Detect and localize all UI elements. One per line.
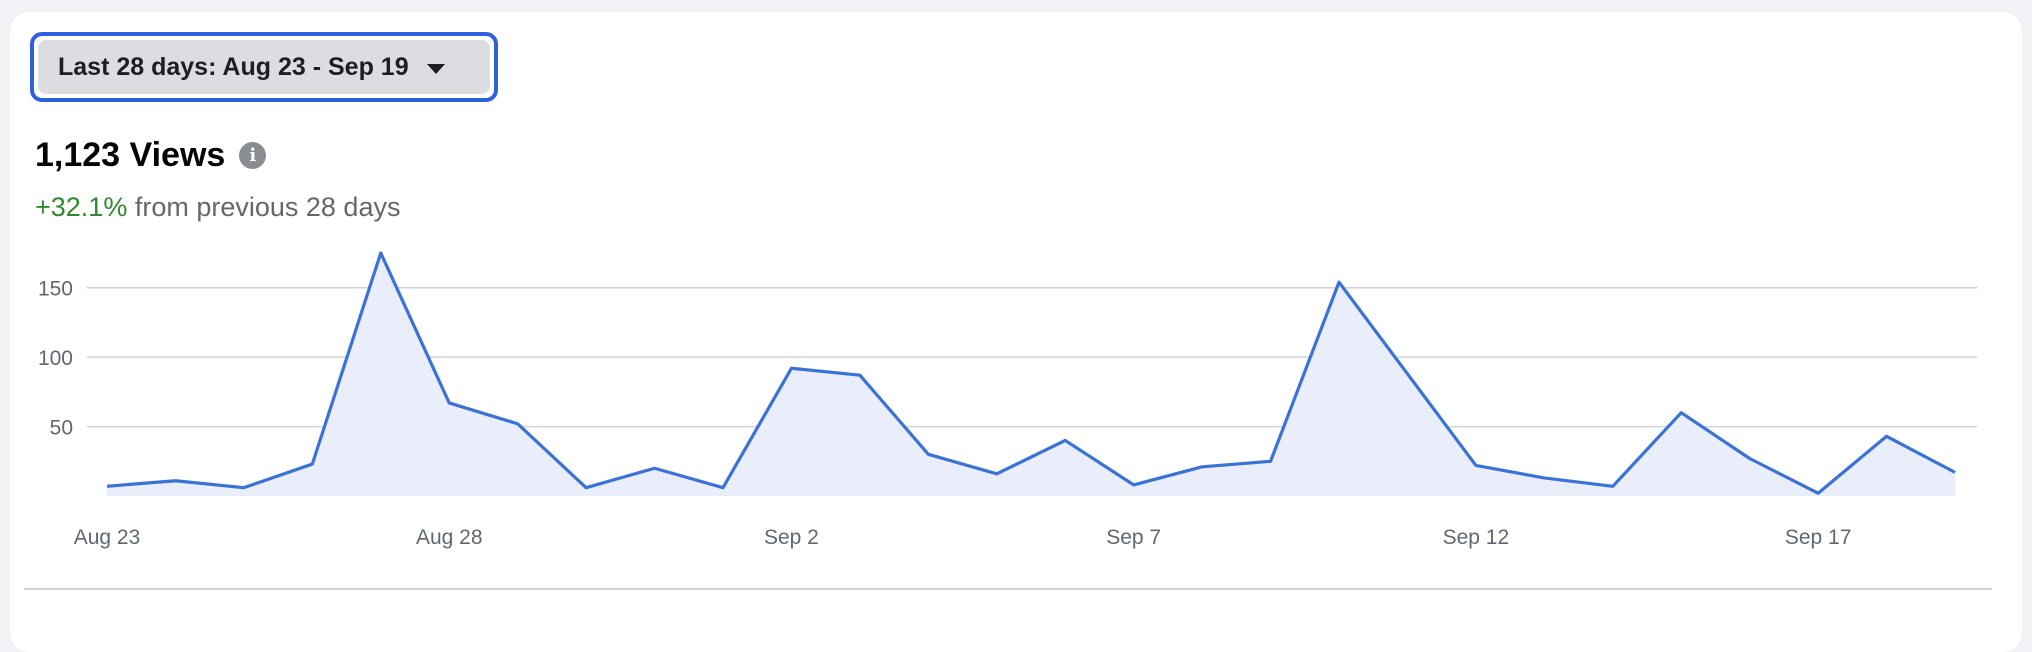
y-tick-label: 100: [38, 347, 73, 370]
y-tick-label: 50: [50, 417, 73, 440]
bottom-divider: [24, 588, 1992, 590]
data-point: [105, 484, 109, 488]
x-tick-label: Aug 28: [416, 526, 483, 549]
data-point: [516, 422, 520, 426]
data-point: [926, 452, 930, 456]
data-point: [653, 466, 657, 470]
data-point: [1611, 484, 1615, 488]
data-point: [789, 366, 793, 370]
area-fill: [107, 253, 1955, 496]
data-point: [858, 373, 862, 377]
data-point: [173, 479, 177, 483]
data-point: [1132, 483, 1136, 487]
x-tick-label: Sep 12: [1443, 526, 1510, 549]
data-point: [447, 401, 451, 405]
data-point: [1816, 491, 1820, 495]
data-point: [1200, 465, 1204, 469]
data-point: [1337, 280, 1341, 284]
x-tick-label: Sep 2: [764, 526, 819, 549]
data-point: [1953, 470, 1957, 474]
data-point: [1405, 372, 1409, 376]
x-tick-label: Aug 23: [74, 526, 141, 549]
data-point: [1748, 457, 1752, 461]
data-point: [310, 462, 314, 466]
data-point: [1542, 476, 1546, 480]
data-point: [1269, 459, 1273, 463]
data-point: [995, 472, 999, 476]
data-point: [1679, 411, 1683, 415]
data-point: [721, 486, 725, 490]
data-point: [379, 251, 383, 255]
data-point: [242, 486, 246, 490]
x-tick-label: Sep 7: [1106, 526, 1161, 549]
y-tick-label: 150: [38, 278, 73, 301]
x-tick-label: Sep 17: [1785, 526, 1852, 549]
views-line-chart: 50 100 150 Aug 23 Aug 28 Sep 2 Sep 7 Sep 12 Sep …: [0, 0, 2032, 616]
data-point: [1063, 438, 1067, 442]
data-point: [584, 486, 588, 490]
data-point: [1474, 463, 1478, 467]
data-point: [1885, 434, 1889, 438]
